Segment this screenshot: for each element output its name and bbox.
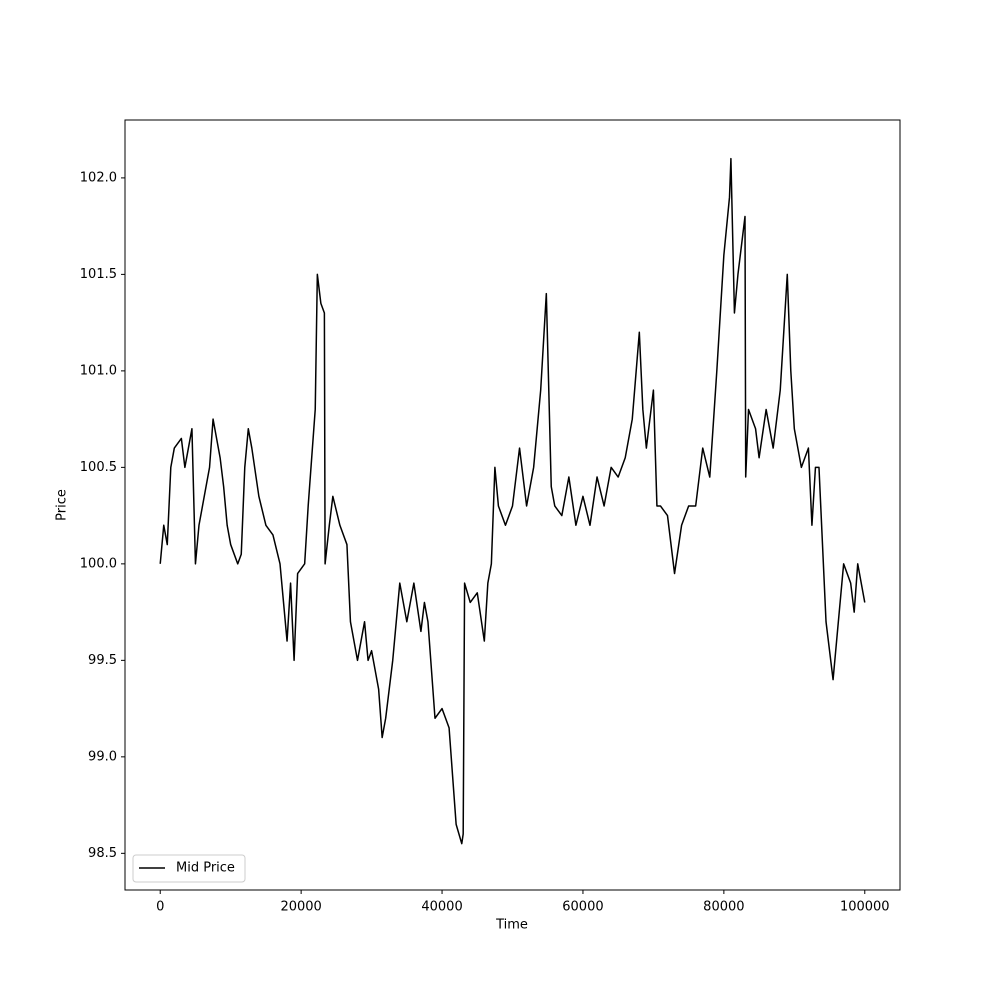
- y-tick-label: 100.5: [80, 460, 117, 475]
- x-tick-label: 40000: [421, 900, 462, 915]
- x-tick-label: 80000: [703, 900, 744, 915]
- y-tick-label: 99.5: [88, 653, 117, 668]
- x-tick-label: 0: [156, 900, 164, 915]
- x-axis-label: Time: [495, 918, 528, 933]
- x-tick-label: 20000: [280, 900, 321, 915]
- y-tick-label: 99.0: [88, 749, 117, 764]
- legend-label: Mid Price: [176, 861, 235, 876]
- price-line: [159, 157, 866, 845]
- y-tick-label: 101.0: [80, 363, 117, 378]
- y-tick-label: 100.0: [80, 556, 117, 571]
- legend-box: [132, 854, 246, 883]
- y-axis-label: Price: [55, 489, 70, 521]
- x-tick-label: 100000: [840, 900, 890, 915]
- y-tick-label: 102.0: [80, 170, 117, 185]
- y-tick-label: 98.5: [88, 846, 117, 861]
- y-tick-label: 101.5: [80, 267, 117, 282]
- x-tick-label: 60000: [562, 900, 603, 915]
- plot-frame: [124, 119, 901, 891]
